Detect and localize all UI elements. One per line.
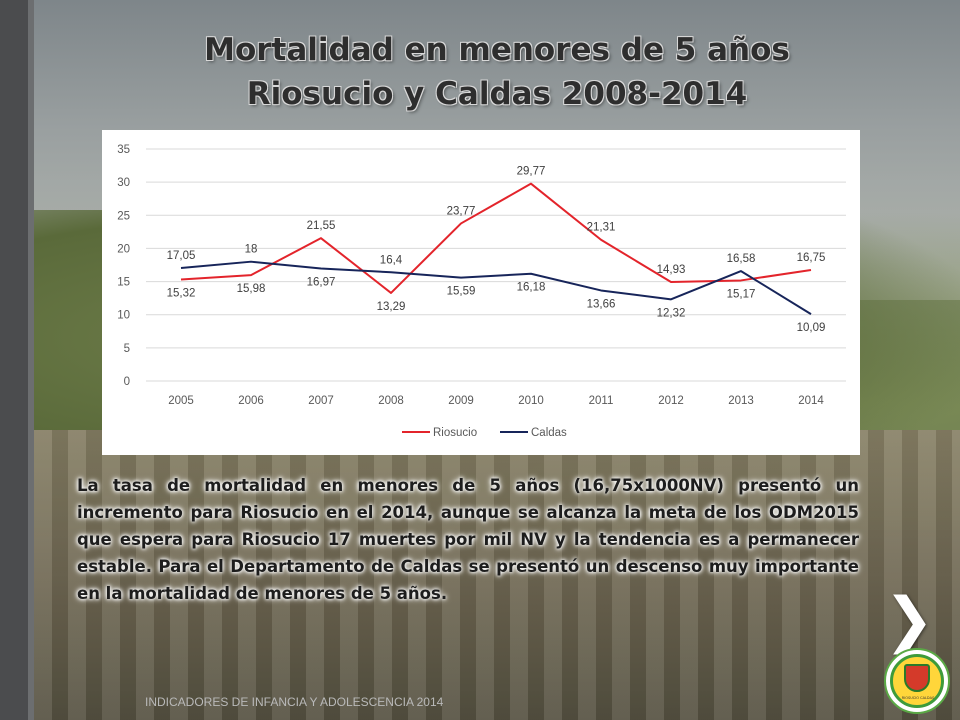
x-tick-label: 2010 — [518, 395, 544, 407]
x-tick-label: 2014 — [798, 395, 824, 407]
x-tick-label: 2006 — [238, 395, 264, 407]
left-accent-bar — [0, 0, 28, 720]
y-tick-label: 10 — [117, 310, 130, 322]
y-tick-label: 15 — [117, 277, 130, 289]
data-label-riosucio: 21,55 — [307, 220, 336, 232]
y-tick-label: 5 — [124, 343, 130, 355]
x-tick-label: 2013 — [728, 395, 754, 407]
slide-footer: INDICADORES DE INFANCIA Y ADOLESCENCIA 2… — [145, 695, 444, 709]
slide-title: Mortalidad en menores de 5 años Riosucio… — [34, 28, 960, 116]
left-accent-stripe — [28, 0, 34, 720]
slide-body-text: La tasa de mortalidad en menores de 5 añ… — [77, 476, 859, 603]
data-label-riosucio: 15,32 — [167, 287, 196, 299]
data-label-riosucio: 16,75 — [797, 252, 826, 264]
title-line-2: Riosucio y Caldas 2008-2014 — [246, 76, 748, 112]
data-label-riosucio: 21,31 — [587, 222, 616, 234]
municipal-logo: RIOSUCIO CALDAS — [884, 648, 950, 714]
data-label-caldas: 18 — [245, 244, 258, 256]
x-tick-label: 2007 — [308, 395, 334, 407]
data-label-caldas: 16,4 — [380, 254, 403, 266]
data-label-caldas: 13,66 — [587, 298, 616, 310]
line-chart: 0 5 10 15 20 25 30 35 2005 2006 2007 2008 2009 2010 20… — [102, 130, 860, 455]
legend-label-caldas: Caldas — [531, 427, 567, 439]
chart-canvas: 0 5 10 15 20 25 30 35 2005 2006 2007 2008 2009 2010 20… — [117, 144, 846, 439]
x-tick-label: 2011 — [589, 395, 614, 407]
data-label-caldas: 16,18 — [517, 282, 546, 294]
next-slide-button[interactable]: ❯ — [884, 585, 935, 655]
background-town — [0, 430, 960, 720]
series-line-riosucio — [180, 182, 812, 294]
legend-label-riosucio: Riosucio — [433, 427, 477, 439]
series-line-caldas — [180, 260, 812, 315]
data-label-caldas: 12,32 — [657, 307, 686, 319]
y-tick-label: 20 — [117, 243, 130, 255]
x-tick-label: 2008 — [378, 395, 404, 407]
data-label-riosucio: 15,17 — [727, 288, 756, 300]
data-label-caldas: 17,05 — [167, 250, 196, 262]
y-tick-label: 25 — [117, 210, 130, 222]
y-tick-label: 35 — [117, 144, 130, 156]
logo-shield-icon — [904, 664, 930, 692]
data-label-caldas: 16,97 — [307, 277, 336, 289]
y-tick-label: 30 — [117, 177, 130, 189]
x-tick-label: 2005 — [168, 395, 194, 407]
data-label-caldas: 10,09 — [797, 322, 826, 334]
logo-caption: RIOSUCIO CALDAS — [901, 696, 935, 700]
data-label-riosucio: 23,77 — [447, 205, 476, 217]
title-line-1: Mortalidad en menores de 5 años — [204, 32, 790, 68]
x-tick-label: 2009 — [448, 395, 474, 407]
data-label-caldas: 15,59 — [447, 286, 476, 298]
data-label-riosucio: 13,29 — [377, 301, 406, 313]
data-label-riosucio: 15,98 — [237, 283, 266, 295]
data-label-riosucio: 29,77 — [517, 166, 546, 178]
x-tick-label: 2012 — [658, 395, 684, 407]
data-label-riosucio: 14,93 — [657, 264, 686, 276]
y-tick-label: 0 — [124, 376, 130, 388]
data-label-caldas: 16,58 — [727, 253, 756, 265]
